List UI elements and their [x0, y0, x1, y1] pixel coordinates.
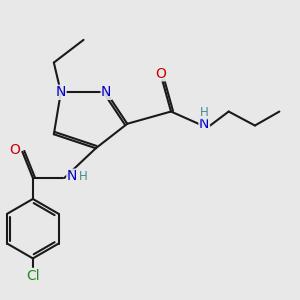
Text: O: O — [9, 143, 20, 157]
Text: N: N — [56, 85, 66, 99]
Text: Cl: Cl — [26, 269, 40, 283]
Text: H: H — [200, 106, 208, 119]
Text: H: H — [79, 170, 88, 183]
Text: N: N — [199, 117, 209, 131]
Text: N: N — [101, 85, 112, 99]
Text: N: N — [67, 169, 77, 183]
Text: O: O — [155, 67, 166, 81]
